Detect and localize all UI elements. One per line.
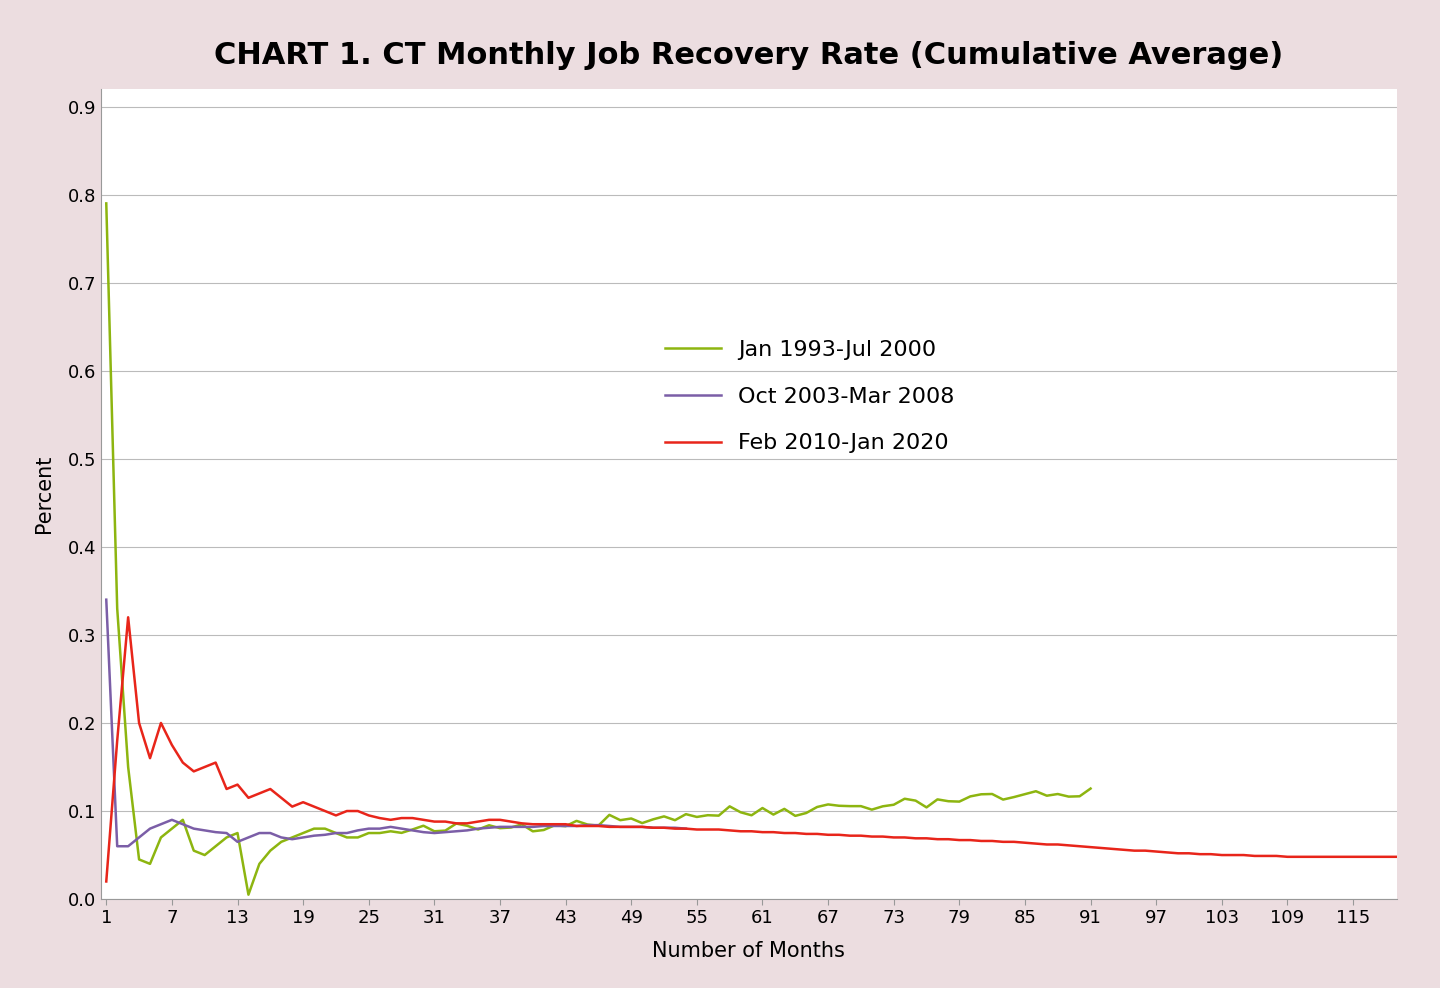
Legend: Jan 1993-Jul 2000, Oct 2003-Mar 2008, Feb 2010-Jan 2020: Jan 1993-Jul 2000, Oct 2003-Mar 2008, Fe… (657, 331, 963, 462)
Feb 2010-Jan 2020 (1005, 836, 1022, 848)
Jan 1993-Jul 2000 (1071, 790, 1089, 802)
Jan 1993-Jul 2000 (338, 832, 356, 844)
Jan 1993-Jul 2000 (1081, 782, 1099, 794)
Line: Jan 1993-Jul 2000: Jan 1993-Jul 2000 (107, 204, 1090, 895)
Oct 2003-Mar 2008 (108, 841, 125, 853)
Jan 1993-Jul 2000 (98, 198, 115, 209)
Jan 1993-Jul 2000 (360, 827, 377, 839)
Title: CHART 1. CT Monthly Job Recovery Rate (Cumulative Average): CHART 1. CT Monthly Job Recovery Rate (C… (215, 41, 1283, 70)
X-axis label: Number of Months: Number of Months (652, 942, 845, 961)
Feb 2010-Jan 2020 (98, 875, 115, 887)
Jan 1993-Jul 2000 (217, 832, 235, 844)
Line: Oct 2003-Mar 2008: Oct 2003-Mar 2008 (107, 600, 685, 847)
Oct 2003-Mar 2008 (448, 825, 465, 837)
Feb 2010-Jan 2020 (120, 612, 137, 623)
Feb 2010-Jan 2020 (1400, 851, 1417, 863)
Jan 1993-Jul 2000 (240, 889, 258, 901)
Oct 2003-Mar 2008 (503, 821, 520, 833)
Jan 1993-Jul 2000 (1060, 790, 1077, 802)
Y-axis label: Percent: Percent (33, 454, 53, 534)
Feb 2010-Jan 2020 (458, 817, 475, 829)
Oct 2003-Mar 2008 (426, 827, 444, 839)
Feb 2010-Jan 2020 (831, 829, 848, 841)
Oct 2003-Mar 2008 (458, 824, 475, 836)
Jan 1993-Jul 2000 (940, 795, 958, 807)
Oct 2003-Mar 2008 (677, 823, 694, 835)
Feb 2010-Jan 2020 (1136, 845, 1153, 857)
Oct 2003-Mar 2008 (207, 826, 225, 838)
Feb 2010-Jan 2020 (1367, 851, 1384, 863)
Line: Feb 2010-Jan 2020: Feb 2010-Jan 2020 (107, 618, 1408, 881)
Feb 2010-Jan 2020 (382, 814, 399, 826)
Oct 2003-Mar 2008 (98, 594, 115, 606)
Oct 2003-Mar 2008 (327, 827, 344, 839)
